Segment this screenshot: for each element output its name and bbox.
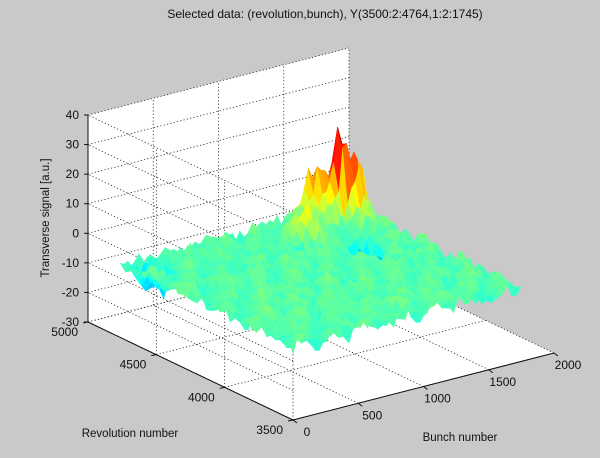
z-tick-label: -10 (62, 256, 80, 270)
x-tick-mark (423, 386, 428, 390)
tick-labels: 0 500 1000 1500 2000 3500 4000 4500 5000-30 -20 -1… (51, 108, 581, 439)
x-tick-label: 2000 (555, 358, 582, 372)
x-tick-label: 1500 (489, 375, 516, 389)
y-tick-label: 4500 (120, 358, 147, 372)
gridline-side-z (87, 114, 294, 214)
x-tick-mark (488, 369, 494, 374)
gridline-floor-x (283, 271, 489, 371)
x-axis-label: Bunch number (423, 432, 498, 444)
gridline-floor-y (224, 319, 486, 388)
surface-mesh (119, 127, 522, 355)
z-tick-label: -30 (62, 315, 80, 329)
z-tick-label: 10 (66, 197, 80, 211)
gridline-back-z (87, 165, 350, 234)
y-tick-mark (219, 386, 225, 389)
axes-frame (82, 114, 559, 424)
y-axis-line (87, 321, 294, 421)
y-tick-label: 3500 (256, 423, 283, 437)
z-tick-label: 30 (66, 138, 80, 152)
x-tick-mark (357, 402, 363, 407)
y-tick-mark (287, 419, 294, 422)
chart-title: Selected data: (revolution,bunch), Y(350… (167, 7, 482, 21)
z-tick-label: 0 (72, 226, 79, 240)
gridline-back-z (87, 106, 350, 175)
y-tick-label: 4000 (188, 390, 215, 404)
x-tick-mark (553, 352, 559, 357)
x-tick-mark (292, 419, 298, 424)
gridline-side-z (87, 292, 294, 391)
y-tick-label: 5000 (51, 325, 78, 339)
z-tick-label: -20 (62, 285, 80, 299)
z-tick-label: 40 (66, 108, 80, 122)
x-tick-label: 0 (304, 425, 311, 439)
gridline-side-z (87, 262, 294, 362)
x-tick-label: 500 (362, 408, 382, 422)
x-tick-label: 1000 (424, 392, 451, 406)
surface-patch (511, 286, 522, 297)
gridline-back-z (87, 47, 350, 116)
gridline-back-z (87, 136, 350, 205)
gridline-floor-x (348, 254, 555, 354)
y-tick-mark (151, 354, 157, 357)
z-axis-label: Transverse signal [a.u.] (40, 158, 52, 277)
z-tick-label: 20 (66, 167, 80, 181)
gridline-floor-x (153, 304, 359, 404)
y-axis-label: Revolution number (82, 428, 179, 440)
gridline-back-z (87, 77, 350, 145)
gridline-floor-x (218, 288, 424, 387)
